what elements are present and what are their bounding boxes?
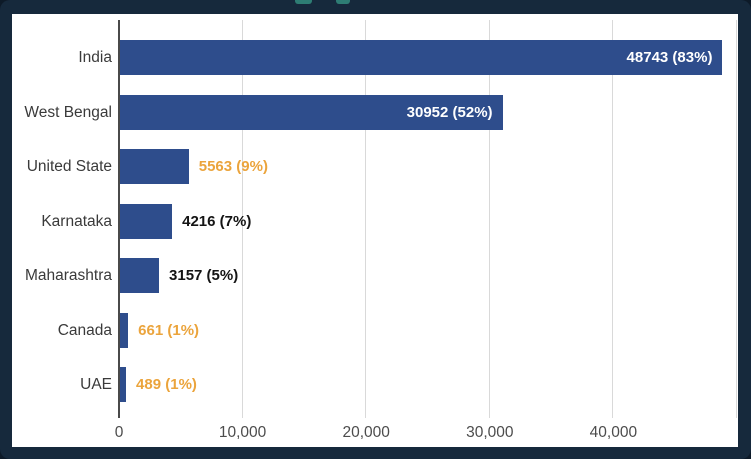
bar-canada[interactable] [120, 312, 129, 348]
category-label-united-state: United State [26, 158, 112, 175]
x-tick-label: 0 [114, 424, 124, 441]
bar-value-label: 489 (1%) [136, 376, 197, 393]
bar-value-label: 4216 (7%) [182, 212, 252, 230]
gridline [241, 20, 243, 418]
category-label-karnataka: Karnataka [41, 212, 112, 230]
bar-india[interactable] [120, 40, 723, 75]
bar-karnataka[interactable] [120, 203, 173, 239]
bar-value-label: 661 (1%) [138, 321, 200, 339]
bar-value-label: 5563 (9%) [198, 158, 268, 175]
x-tick-label: 30,000 [466, 424, 514, 441]
bar-value-label: 30952 (52%) [406, 103, 493, 121]
category-label-uae: UAE [80, 376, 112, 393]
category-label-india: India [78, 49, 112, 66]
bar-west-bengal[interactable] [120, 94, 503, 130]
bar-value-label: 3157 (5%) [169, 267, 239, 284]
chart-panel: 48743 (83%) 30952 (52%) 5563 (9%) 4216 (7%)… [12, 14, 738, 447]
x-tick-label: 10,000 [218, 424, 267, 441]
plot-area: 48743 (83%) 30952 (52%) 5563 (9%) 4216 (7%)… [118, 20, 737, 418]
bar-maharashtra[interactable] [120, 258, 160, 293]
clipped-title-fragment [295, 0, 312, 4]
clipped-title-fragment [336, 0, 350, 4]
category-label-canada: Canada [57, 321, 112, 339]
gridline [488, 20, 490, 418]
gridline [736, 20, 737, 418]
category-label-maharashtra: Maharashtra [24, 267, 112, 284]
y-axis-line [118, 20, 120, 418]
bar-value-label: 48743 (83%) [626, 49, 713, 66]
gridline [612, 20, 614, 418]
bar-uae[interactable] [120, 367, 127, 402]
x-tick-label: 40,000 [589, 424, 638, 441]
gridline [365, 20, 367, 418]
x-tick-label: 20,000 [342, 424, 390, 441]
bar-united-state[interactable] [120, 149, 189, 184]
category-label-west-bengal: West Bengal [24, 103, 112, 121]
